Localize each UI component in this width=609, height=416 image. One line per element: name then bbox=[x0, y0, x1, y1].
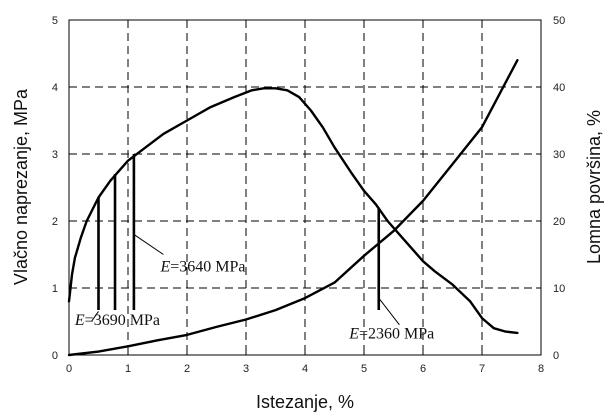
y-left-tick-label: 5 bbox=[52, 15, 58, 27]
x-tick-label: 4 bbox=[302, 363, 308, 375]
annotation-leader-line bbox=[91, 311, 99, 322]
y-right-tick-label: 40 bbox=[553, 82, 565, 94]
y-right-tick-label: 50 bbox=[553, 15, 565, 27]
y-left-tick-label: 3 bbox=[52, 149, 58, 161]
x-tick-label: 5 bbox=[361, 363, 367, 375]
annotation-leader-line bbox=[133, 233, 164, 255]
series-line-fracture-surface bbox=[67, 59, 519, 357]
annotation-label: E=3640 MPa bbox=[159, 258, 245, 275]
series-line-tensile-stress bbox=[67, 87, 519, 335]
y-right-tick-label: 20 bbox=[553, 216, 565, 228]
y-right-tick-label: 0 bbox=[553, 350, 559, 362]
annotation-label: E=3690 MPa bbox=[74, 312, 160, 329]
x-axis-label: Istezanje, % bbox=[256, 392, 354, 412]
x-tick-label: 7 bbox=[479, 363, 485, 375]
x-tick-label: 0 bbox=[66, 363, 72, 375]
plot-frame bbox=[68, 19, 542, 356]
x-tick-label: 3 bbox=[243, 363, 249, 375]
y-left-tick-label: 1 bbox=[52, 283, 58, 295]
y-axis-label-left: Vlačno naprezanje, MPa bbox=[11, 88, 31, 285]
x-tick-label: 1 bbox=[125, 363, 131, 375]
x-tick-label: 6 bbox=[420, 363, 426, 375]
annotations: E=3640 MPa E=3690 MPa E=2360 MPa bbox=[74, 233, 434, 342]
y-right-tick-label: 30 bbox=[553, 149, 565, 161]
y-left-tick-label: 0 bbox=[52, 350, 58, 362]
x-tick-label: 8 bbox=[538, 363, 544, 375]
y-right-tick-labels: 0 10 20 30 40 50 bbox=[553, 15, 565, 362]
annotation-leader-line bbox=[378, 297, 400, 326]
series-group bbox=[67, 59, 519, 357]
x-tick-label: 2 bbox=[184, 363, 190, 375]
y-left-tick-label: 2 bbox=[52, 216, 58, 228]
x-tick-labels: 0 1 2 3 4 5 6 7 8 bbox=[66, 363, 544, 375]
y-left-tick-labels: 0 1 2 3 4 5 bbox=[52, 15, 58, 362]
y-axis-label-right: Lomna površina, % bbox=[584, 110, 604, 264]
tick-marks bbox=[68, 19, 542, 356]
vertical-markers bbox=[97, 154, 381, 310]
annotation-label: E=2360 MPa bbox=[348, 325, 434, 342]
grid-lines bbox=[69, 20, 541, 355]
y-right-tick-label: 10 bbox=[553, 283, 565, 295]
y-left-tick-label: 4 bbox=[52, 82, 58, 94]
